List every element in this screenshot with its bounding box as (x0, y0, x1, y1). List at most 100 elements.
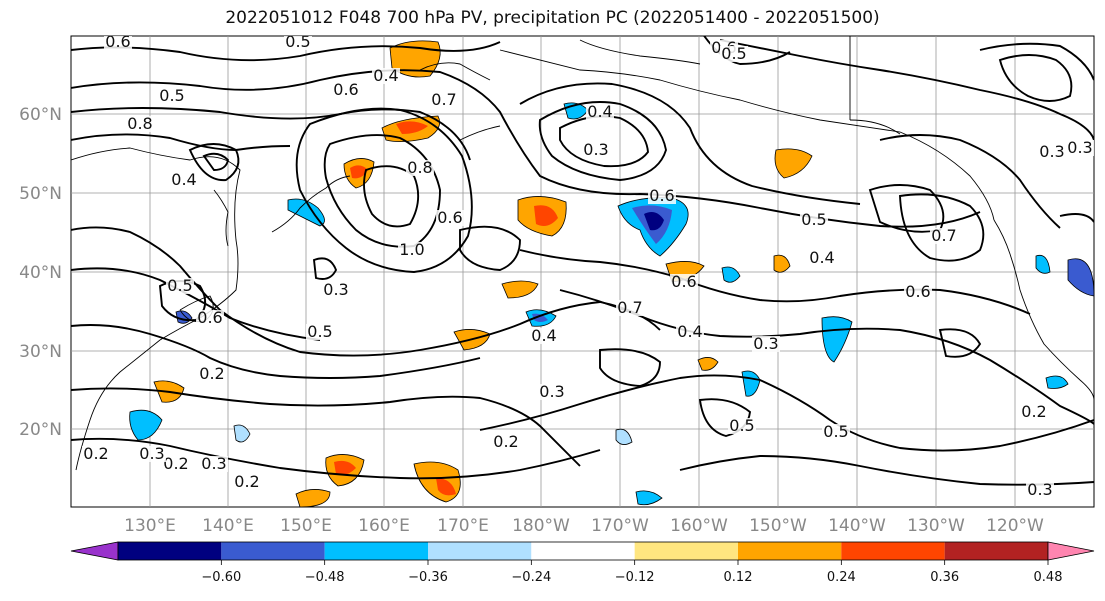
contour-value-label: 0.4 (170, 170, 198, 189)
svg-text:0.4: 0.4 (677, 322, 702, 341)
svg-text:0.3: 0.3 (1067, 138, 1092, 157)
contour-value-label: 0.3 (1038, 142, 1066, 161)
svg-text:0.5: 0.5 (823, 422, 848, 441)
svg-text:0.4: 0.4 (171, 170, 196, 189)
svg-text:0.4: 0.4 (809, 248, 834, 267)
contour-value-label: 0.2 (1020, 402, 1048, 421)
precip-negative-area (721, 266, 741, 283)
svg-text:0.4: 0.4 (587, 102, 612, 121)
contour-value-label: 0.6 (104, 32, 132, 51)
contour-value-label: 0.7 (430, 90, 458, 109)
colorbar-tick-label: −0.24 (511, 570, 551, 585)
svg-text:0.2: 0.2 (1021, 402, 1046, 421)
svg-text:0.5: 0.5 (285, 32, 310, 51)
precip-negative-area (287, 198, 325, 227)
contour-value-label: 0.6 (904, 282, 932, 301)
svg-text:0.4: 0.4 (373, 66, 398, 85)
svg-text:1.0: 1.0 (399, 240, 424, 259)
longitude-labels: 130°E 140°E 150°E 160°E 170°E 180°W 170°W 160°W… (124, 516, 1044, 536)
contour-value-label: 0.2 (492, 432, 520, 451)
longitude-label: 150°W (749, 516, 807, 536)
latitude-label: 20°N (19, 420, 62, 440)
contour-value-label: 0.7 (930, 226, 958, 245)
contour-value-label: 0.3 (322, 280, 350, 299)
svg-text:0.5: 0.5 (167, 276, 192, 295)
precip-positive-area (697, 357, 719, 371)
longitude-label: 140°E (202, 516, 254, 536)
pv-contours (71, 36, 1094, 486)
precip-negative-area (532, 313, 548, 322)
svg-text:0.3: 0.3 (139, 444, 164, 463)
contour-value-label: 0.3 (138, 444, 166, 463)
svg-text:0.8: 0.8 (127, 114, 152, 133)
contour-value-label: 0.6 (648, 186, 676, 205)
precip-positive-area (334, 460, 356, 476)
precip-positive-area (534, 205, 558, 226)
svg-text:0.6: 0.6 (905, 282, 930, 301)
svg-text:0.3: 0.3 (323, 280, 348, 299)
svg-text:0.5: 0.5 (159, 86, 184, 105)
contour-value-label: 0.4 (586, 102, 614, 121)
contour-value-label: 0.5 (284, 32, 312, 51)
contour-value-label: 0.4 (808, 248, 836, 267)
colorbar-extend-high (1047, 541, 1095, 561)
svg-text:0.6: 0.6 (105, 32, 130, 51)
svg-text:0.2: 0.2 (234, 472, 259, 491)
svg-text:0.3: 0.3 (583, 140, 608, 159)
contour-value-label: 0.4 (530, 326, 558, 345)
precip-negative-area (615, 428, 633, 445)
contour-value-label: 0.6 (196, 308, 224, 327)
svg-text:0.3: 0.3 (539, 382, 564, 401)
colorbar-segment (531, 542, 635, 560)
svg-text:0.3: 0.3 (1039, 142, 1064, 161)
precip-positive-area (350, 165, 368, 179)
colorbar-segment (944, 542, 1048, 560)
contour-value-label: 0.8 (126, 114, 154, 133)
longitude-label: 140°W (828, 516, 886, 536)
colorbar-segment (634, 542, 738, 560)
colorbar-segment (841, 542, 945, 560)
svg-text:0.4: 0.4 (531, 326, 556, 345)
svg-text:0.5: 0.5 (729, 416, 754, 435)
svg-text:0.5: 0.5 (721, 44, 746, 63)
precip-negative-area (1067, 258, 1094, 297)
chart-title: 2022051012 F048 700 hPa PV, precipitatio… (225, 8, 880, 28)
colorbar-tick-label: 0.36 (930, 570, 959, 585)
colorbar-segment (118, 542, 222, 560)
precip-negative-area (635, 490, 663, 506)
contour-value-label: 0.2 (233, 472, 261, 491)
contour-value-label: 0.6 (670, 272, 698, 291)
svg-text:0.8: 0.8 (407, 158, 432, 177)
contour-value-label: 0.5 (720, 44, 748, 63)
colorbar-tick-label: 0.24 (827, 570, 856, 585)
contour-value-label: 0.8 (406, 158, 434, 177)
longitude-label: 170°W (591, 516, 649, 536)
contour-value-label: 1.0 (398, 240, 426, 259)
contour-value-label: 0.5 (166, 276, 194, 295)
colorbar-segment (221, 542, 325, 560)
longitude-label: 150°E (280, 516, 332, 536)
contour-value-label: 0.2 (162, 454, 190, 473)
longitude-label: 130°E (124, 516, 176, 536)
svg-text:0.5: 0.5 (307, 322, 332, 341)
colorbar-tick-label: −0.60 (201, 570, 241, 585)
svg-text:0.2: 0.2 (83, 444, 108, 463)
svg-text:0.2: 0.2 (199, 364, 224, 383)
contour-value-label: 0.2 (82, 444, 110, 463)
contour-value-label: 0.5 (822, 422, 850, 441)
longitude-label: 130°W (907, 516, 965, 536)
precip-negative-area (821, 316, 853, 363)
svg-text:0.5: 0.5 (801, 210, 826, 229)
svg-text:0.6: 0.6 (333, 80, 358, 99)
longitude-label: 180°W (512, 516, 570, 536)
colorbar-tick-label: −0.12 (615, 570, 655, 585)
coastlines (71, 36, 1094, 471)
contour-value-label: 0.6 (332, 80, 360, 99)
contour-value-label: 0.4 (676, 322, 704, 341)
precip-positive-area (295, 489, 331, 507)
svg-text:0.7: 0.7 (431, 90, 456, 109)
contour-value-label: 0.5 (728, 416, 756, 435)
precip-negative-area (1045, 375, 1069, 389)
contour-value-label: 0.3 (538, 382, 566, 401)
colorbar: −0.60 −0.48 −0.36 −0.24 −0.12 0.12 0.24 0.36 0.4… (70, 541, 1095, 585)
